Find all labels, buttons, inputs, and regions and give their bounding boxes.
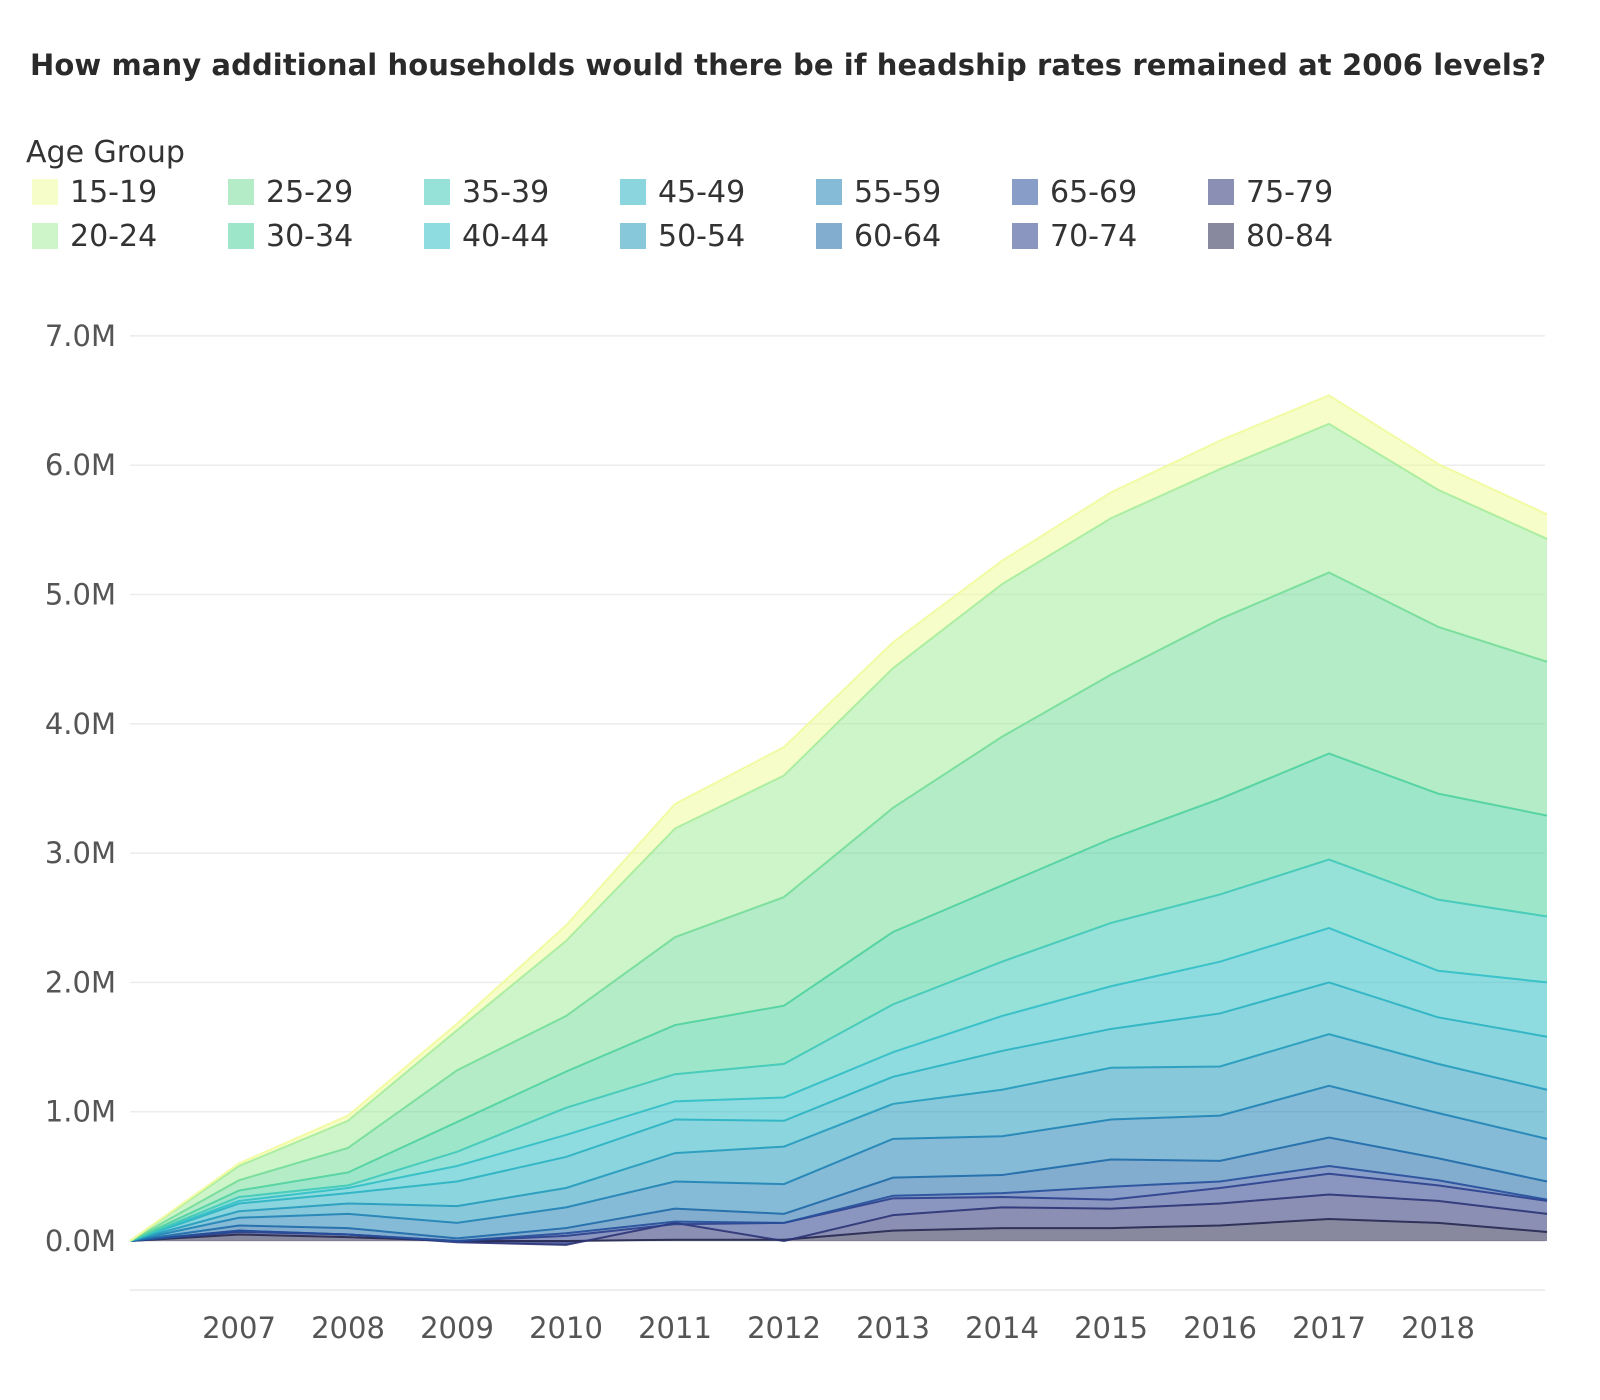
line-60-64 — [129, 1136, 1548, 1242]
legend-swatch — [32, 223, 58, 249]
legend: 15-19 20-24 25-29 30-34 35-39 40-44 45-49 50-54… — [32, 172, 1392, 262]
legend-item-45-49[interactable]: 45-49 — [620, 172, 745, 212]
y-tick-label: 1.0M — [45, 1095, 116, 1129]
line-35-39 — [129, 858, 1548, 1242]
legend-swatch — [1208, 179, 1234, 205]
legend-item-20-24[interactable]: 20-24 — [32, 216, 157, 256]
legend-label: 20-24 — [70, 218, 158, 254]
area-50-54[interactable] — [130, 1034, 1547, 1241]
y-axis-ticks: 0.0M 1.0M 2.0M 3.0M 4.0M 5.0M 6.0M 7.0M — [45, 319, 116, 1258]
legend-item-60-64[interactable]: 60-64 — [816, 216, 941, 256]
legend-swatch — [1012, 179, 1038, 205]
legend-swatch — [228, 223, 254, 249]
legend-label: 80-84 — [1246, 218, 1334, 254]
legend-item-25-29[interactable]: 25-29 — [228, 172, 353, 212]
line-55-59 — [129, 1084, 1548, 1242]
x-tick-label: 2017 — [1292, 1311, 1366, 1345]
area-30-34[interactable] — [130, 753, 1547, 1241]
y-tick-label: 4.0M — [45, 707, 116, 741]
legend-label: 40-44 — [462, 218, 550, 254]
x-tick-label: 2012 — [747, 1311, 821, 1345]
area-40-44[interactable] — [130, 928, 1547, 1241]
x-tick-label: 2008 — [311, 1311, 385, 1345]
x-tick-label: 2009 — [420, 1311, 494, 1345]
legend-swatch — [1012, 223, 1038, 249]
legend-swatch — [424, 223, 450, 249]
area-65-69[interactable] — [130, 1166, 1547, 1241]
y-tick-label: 0.0M — [45, 1224, 116, 1258]
legend-item-70-74[interactable]: 70-74 — [1012, 216, 1137, 256]
line-25-29 — [129, 571, 1548, 1242]
y-tick-label: 6.0M — [45, 448, 116, 482]
line-40-44 — [129, 927, 1548, 1242]
legend-label: 25-29 — [266, 174, 354, 210]
area-55-59[interactable] — [130, 1085, 1547, 1241]
x-tick-label: 2014 — [965, 1311, 1039, 1345]
x-axis-ticks: 2007 2008 2009 2010 2011 2012 2013 2014 2015 2016… — [202, 1311, 1475, 1345]
legend-item-75-79[interactable]: 75-79 — [1208, 172, 1333, 212]
x-tick-label: 2011 — [638, 1311, 712, 1345]
area-60-64[interactable] — [130, 1137, 1547, 1241]
line-45-49 — [129, 981, 1548, 1242]
x-tick-label: 2016 — [1183, 1311, 1257, 1345]
legend-swatch — [32, 179, 58, 205]
legend-swatch — [228, 179, 254, 205]
area-25-29[interactable] — [130, 572, 1547, 1241]
legend-item-65-69[interactable]: 65-69 — [1012, 172, 1137, 212]
legend-title: Age Group — [26, 135, 185, 170]
legend-label: 60-64 — [854, 218, 942, 254]
legend-item-40-44[interactable]: 40-44 — [424, 216, 549, 256]
legend-item-15-19[interactable]: 15-19 — [32, 172, 157, 212]
y-tick-label: 2.0M — [45, 965, 116, 999]
line-15-19 — [129, 394, 1548, 1242]
y-tick-label: 7.0M — [45, 319, 116, 353]
legend-item-35-39[interactable]: 35-39 — [424, 172, 549, 212]
legend-label: 65-69 — [1050, 174, 1138, 210]
chart-title: How many additional households would the… — [30, 48, 1547, 82]
x-tick-label: 2007 — [202, 1311, 276, 1345]
line-80-84 — [129, 1218, 1548, 1242]
line-30-34 — [129, 752, 1548, 1242]
legend-label: 75-79 — [1246, 174, 1334, 210]
x-tick-label: 2010 — [529, 1311, 603, 1345]
x-tick-label: 2015 — [1074, 1311, 1148, 1345]
y-tick-label: 5.0M — [45, 578, 116, 612]
legend-swatch — [620, 223, 646, 249]
area-80-84[interactable] — [130, 1219, 1547, 1241]
line-20-24 — [129, 422, 1548, 1242]
x-tick-label: 2013 — [856, 1311, 930, 1345]
area-75-79[interactable] — [130, 1194, 1547, 1245]
legend-label: 70-74 — [1050, 218, 1138, 254]
legend-label: 30-34 — [266, 218, 354, 254]
legend-item-50-54[interactable]: 50-54 — [620, 216, 745, 256]
legend-item-80-84[interactable]: 80-84 — [1208, 216, 1333, 256]
legend-label: 35-39 — [462, 174, 550, 210]
legend-swatch — [1208, 223, 1234, 249]
legend-label: 50-54 — [658, 218, 746, 254]
legend-swatch — [816, 179, 842, 205]
legend-item-55-59[interactable]: 55-59 — [816, 172, 941, 212]
y-tick-label: 3.0M — [45, 836, 116, 870]
area-35-39[interactable] — [130, 859, 1547, 1241]
legend-swatch — [620, 179, 646, 205]
legend-item-30-34[interactable]: 30-34 — [228, 216, 353, 256]
area-20-24[interactable] — [130, 423, 1547, 1242]
legend-label: 45-49 — [658, 174, 746, 210]
line-50-54 — [129, 1033, 1548, 1242]
legend-label: 15-19 — [70, 174, 158, 210]
area-boundary-lines — [129, 394, 1548, 1246]
legend-swatch — [816, 223, 842, 249]
legend-label: 55-59 — [854, 174, 942, 210]
line-65-69 — [129, 1165, 1548, 1243]
legend-swatch — [424, 179, 450, 205]
x-tick-label: 2018 — [1401, 1311, 1475, 1345]
